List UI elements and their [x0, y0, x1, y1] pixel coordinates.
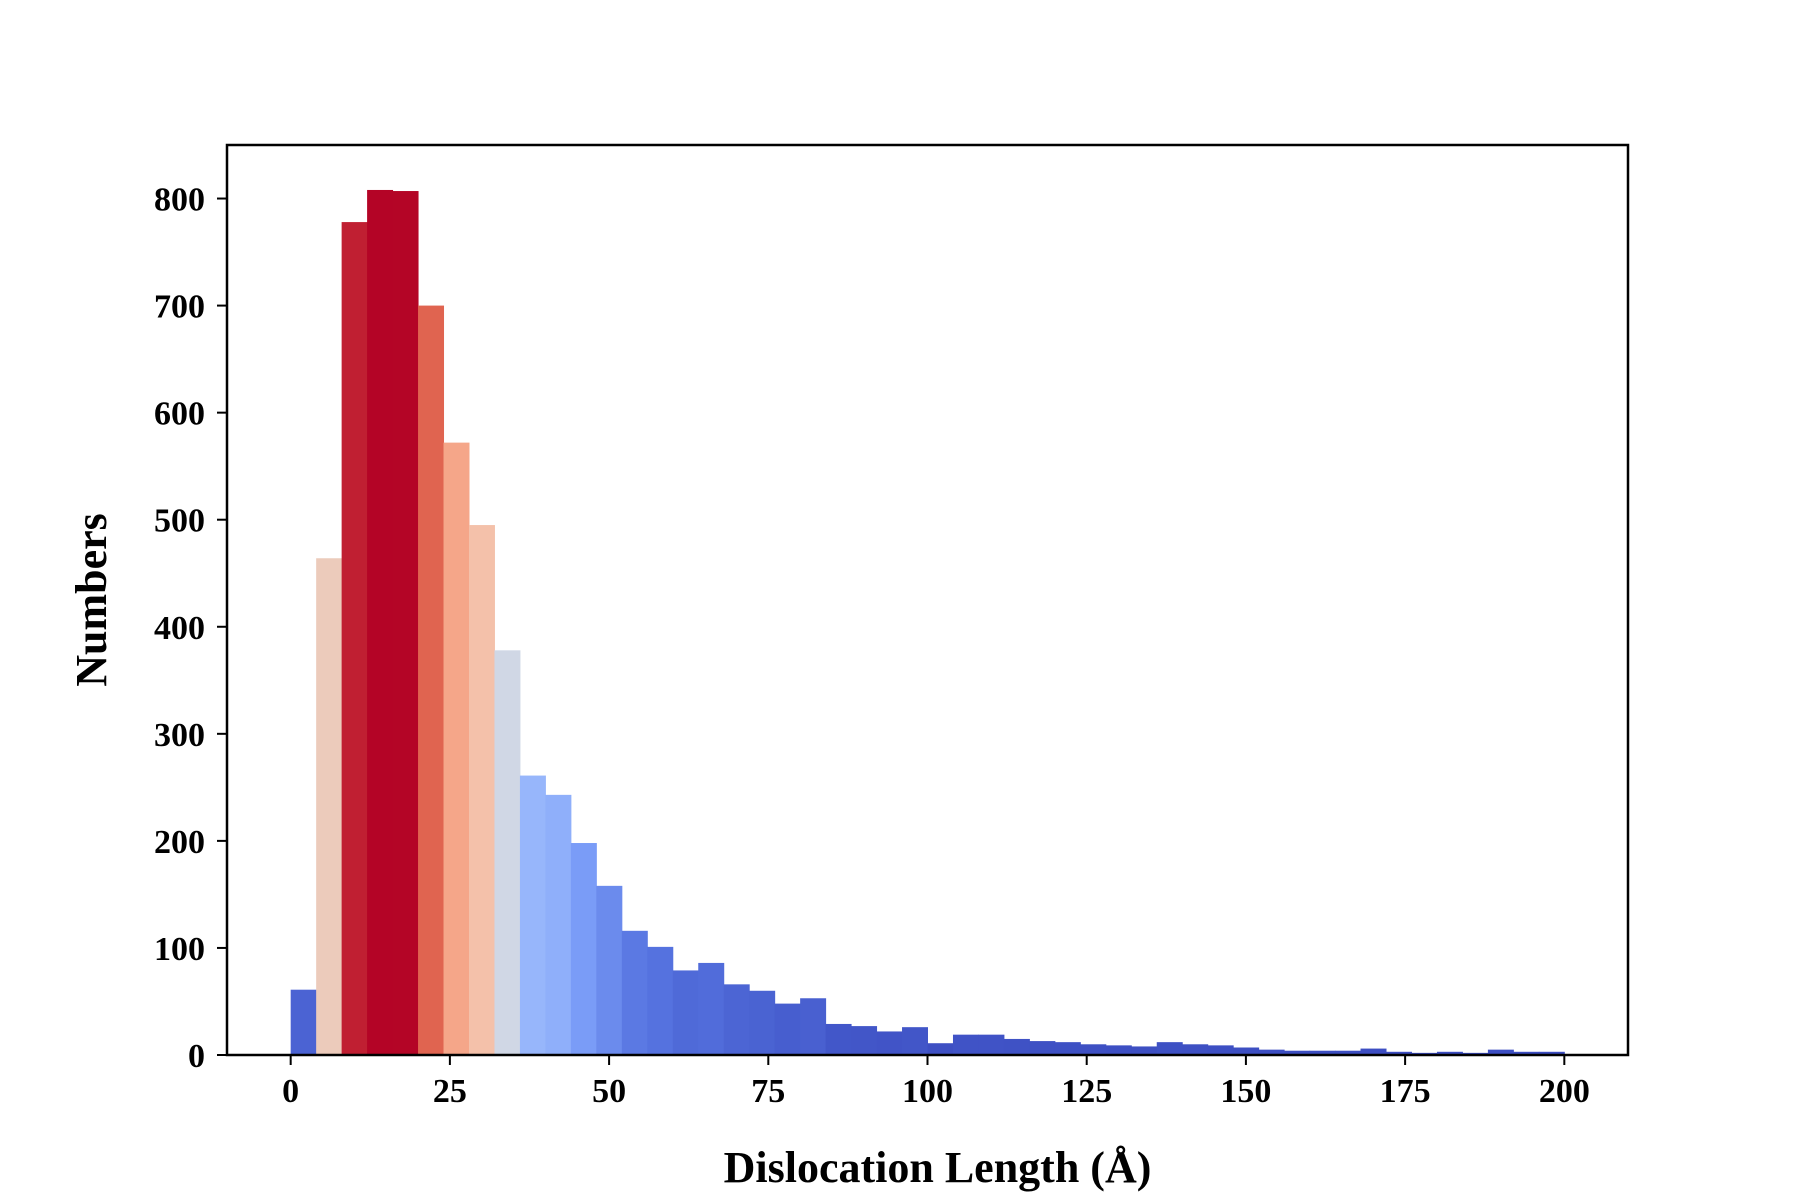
plot-frame: [225, 143, 1630, 1057]
y-axis-label: Numbers: [67, 513, 116, 687]
y-tick-label: 300: [154, 717, 205, 754]
histogram-bar: [1538, 1051, 1565, 1055]
y-tick-label: 700: [154, 289, 205, 326]
y-tick-label: 0: [188, 1038, 205, 1075]
histogram-bar: [1207, 1045, 1234, 1055]
histogram-bar: [1386, 1051, 1412, 1055]
histogram-bar: [1233, 1047, 1260, 1055]
histogram-bar: [1284, 1050, 1311, 1055]
histogram-bar: [978, 1034, 1005, 1055]
histogram-bar: [1513, 1051, 1540, 1055]
x-tick-label: 75: [751, 1073, 785, 1110]
histogram-bar: [494, 650, 521, 1055]
histogram-bar: [1080, 1044, 1107, 1055]
y-tick-label: 800: [154, 182, 205, 219]
histogram-bar: [672, 970, 699, 1055]
histogram-bar: [1105, 1045, 1132, 1055]
y-tick-label: 600: [154, 396, 205, 433]
y-tick-label: 200: [154, 824, 205, 861]
histogram-bar: [876, 1031, 903, 1055]
histogram-bar: [647, 946, 674, 1055]
x-tick-label: 25: [433, 1073, 467, 1110]
histogram-bar: [418, 305, 445, 1055]
histogram-bar: [1054, 1042, 1081, 1055]
x-tick-label: 175: [1380, 1073, 1431, 1110]
x-tick-label: 100: [902, 1073, 953, 1110]
histogram-bar: [1360, 1048, 1387, 1055]
histogram-bar: [1487, 1049, 1514, 1055]
histogram-bar: [952, 1034, 979, 1055]
y-axis-ticks: 0 100 200 300 400 500 600 700 800: [154, 182, 227, 1075]
histogram-bar: [723, 984, 750, 1055]
histogram-bar: [749, 990, 776, 1055]
y-tick-label: 400: [154, 610, 205, 647]
histogram-bar: [774, 1003, 801, 1055]
histogram-bar: [1335, 1050, 1362, 1055]
histogram-bar: [927, 1043, 954, 1055]
histogram-bar: [800, 998, 827, 1055]
histogram-bar: [1436, 1051, 1463, 1055]
histogram-bar: [621, 930, 648, 1055]
x-axis-ticks: 0 25 50 75 100 125 150 175 200: [282, 1055, 1590, 1110]
y-tick-label: 100: [154, 931, 205, 968]
histogram-bar: [825, 1023, 852, 1055]
histogram-bar: [698, 962, 725, 1055]
histogram-bar: [1156, 1042, 1183, 1055]
histogram-bar: [570, 843, 597, 1055]
histogram-bar: [902, 1027, 928, 1055]
histogram-bar: [367, 189, 394, 1055]
histogram-bar: [1258, 1049, 1285, 1055]
histogram-bar: [392, 191, 419, 1056]
histogram-bar: [1182, 1044, 1209, 1055]
histogram-bar: [545, 794, 572, 1055]
x-tick-label: 200: [1539, 1073, 1590, 1110]
x-axis-label: Dislocation Length (Å): [724, 1143, 1152, 1192]
x-tick-label: 50: [592, 1073, 626, 1110]
histogram-bar: [1003, 1038, 1030, 1055]
histogram-bar: [341, 222, 368, 1056]
histogram-bar: [316, 558, 343, 1055]
histogram-bar: [519, 775, 546, 1055]
histogram-bar: [1309, 1050, 1336, 1055]
histogram-bar: [596, 885, 623, 1055]
histogram-bar: [851, 1026, 878, 1055]
x-tick-label: 150: [1220, 1073, 1271, 1110]
x-tick-label: 125: [1061, 1073, 1112, 1110]
bars: [290, 189, 1565, 1056]
y-tick-label: 500: [154, 503, 205, 540]
histogram-bar: [1029, 1041, 1056, 1055]
histogram-bar: [443, 442, 470, 1055]
histogram-bar: [468, 525, 495, 1055]
histogram-bar: [290, 989, 317, 1055]
x-tick-label: 0: [282, 1073, 299, 1110]
histogram-bar: [1131, 1046, 1158, 1055]
